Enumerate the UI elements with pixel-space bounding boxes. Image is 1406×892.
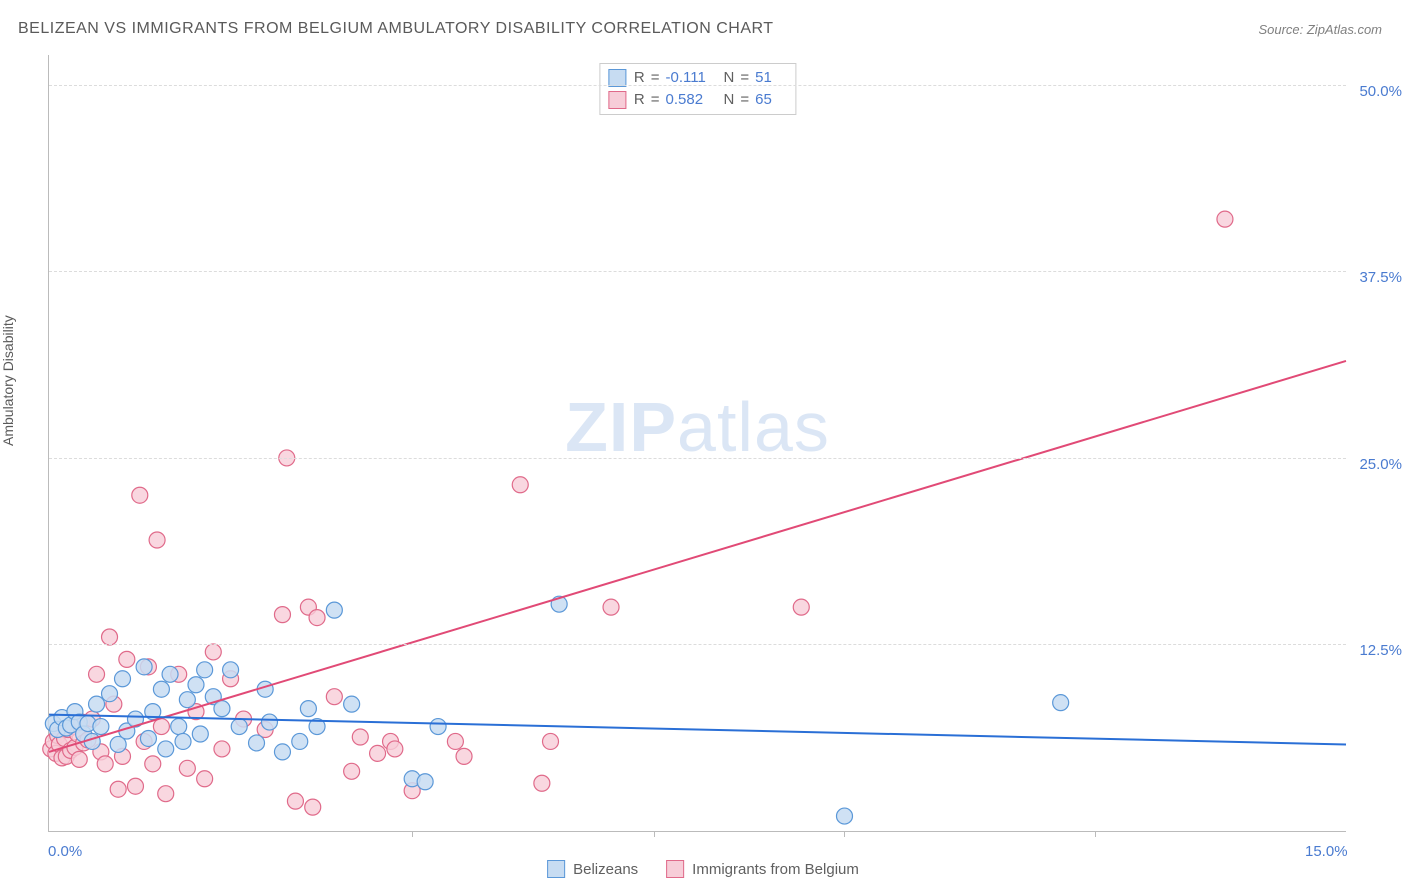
source-attribution: Source: ZipAtlas.com [1258, 22, 1382, 37]
scatter-point [93, 719, 109, 735]
scatter-point [114, 671, 130, 687]
scatter-point [71, 751, 87, 767]
scatter-point [326, 602, 342, 618]
scatter-point [97, 756, 113, 772]
scatter-point [387, 741, 403, 757]
y-axis-label: Ambulatory Disability [0, 315, 16, 446]
scatter-point [370, 745, 386, 761]
scatter-point [417, 774, 433, 790]
scatter-point [287, 793, 303, 809]
scatter-point [249, 735, 265, 751]
scatter-point [132, 487, 148, 503]
scatter-point [192, 726, 208, 742]
x-tick-label: 0.0% [48, 843, 82, 860]
scatter-point [231, 719, 247, 735]
scatter-point [274, 744, 290, 760]
x-tick-label: 15.0% [1305, 843, 1348, 860]
y-tick-label: 12.5% [1359, 642, 1402, 659]
scatter-point [175, 733, 191, 749]
scatter-point [1217, 211, 1233, 227]
scatter-point [543, 733, 559, 749]
scatter-point [102, 686, 118, 702]
scatter-point [344, 696, 360, 712]
scatter-point [300, 701, 316, 717]
scatter-point [205, 644, 221, 660]
scatter-point [274, 607, 290, 623]
chart-title: BELIZEAN VS IMMIGRANTS FROM BELGIUM AMBU… [18, 20, 774, 38]
scatter-point [214, 701, 230, 717]
legend: Belizeans Immigrants from Belgium [547, 860, 859, 878]
scatter-point [102, 629, 118, 645]
scatter-point [1053, 695, 1069, 711]
scatter-point [197, 662, 213, 678]
swatch-icon [666, 860, 684, 878]
swatch-icon [547, 860, 565, 878]
scatter-point [140, 730, 156, 746]
scatter-point [430, 719, 446, 735]
scatter-point [127, 778, 143, 794]
scatter-point [153, 719, 169, 735]
scatter-point [326, 689, 342, 705]
scatter-point [110, 781, 126, 797]
scatter-point [158, 741, 174, 757]
scatter-point [119, 651, 135, 667]
legend-label: Immigrants from Belgium [692, 861, 859, 878]
scatter-point [223, 662, 239, 678]
regression-line [49, 361, 1346, 752]
scatter-point [89, 666, 105, 682]
scatter-point [292, 733, 308, 749]
scatter-point [179, 760, 195, 776]
scatter-point [197, 771, 213, 787]
scatter-point [352, 729, 368, 745]
scatter-point [136, 659, 152, 675]
legend-label: Belizeans [573, 861, 638, 878]
scatter-point [179, 692, 195, 708]
y-tick-label: 50.0% [1359, 83, 1402, 100]
scatter-point [171, 719, 187, 735]
scatter-point [836, 808, 852, 824]
scatter-plot-svg [49, 55, 1346, 831]
scatter-point [89, 696, 105, 712]
chart-plot-area: ZIPatlas R = -0.111 N = 51 R = 0.582 N =… [48, 55, 1346, 832]
scatter-point [309, 610, 325, 626]
scatter-point [456, 748, 472, 764]
scatter-point [214, 741, 230, 757]
scatter-point [534, 775, 550, 791]
scatter-point [512, 477, 528, 493]
scatter-point [158, 786, 174, 802]
y-tick-label: 37.5% [1359, 269, 1402, 286]
scatter-point [162, 666, 178, 682]
scatter-point [261, 714, 277, 730]
scatter-point [153, 681, 169, 697]
y-tick-label: 25.0% [1359, 456, 1402, 473]
scatter-point [344, 763, 360, 779]
scatter-point [603, 599, 619, 615]
scatter-point [447, 733, 463, 749]
legend-item: Immigrants from Belgium [666, 860, 859, 878]
scatter-point [188, 677, 204, 693]
legend-item: Belizeans [547, 860, 638, 878]
scatter-point [793, 599, 809, 615]
scatter-point [305, 799, 321, 815]
scatter-point [149, 532, 165, 548]
scatter-point [145, 756, 161, 772]
